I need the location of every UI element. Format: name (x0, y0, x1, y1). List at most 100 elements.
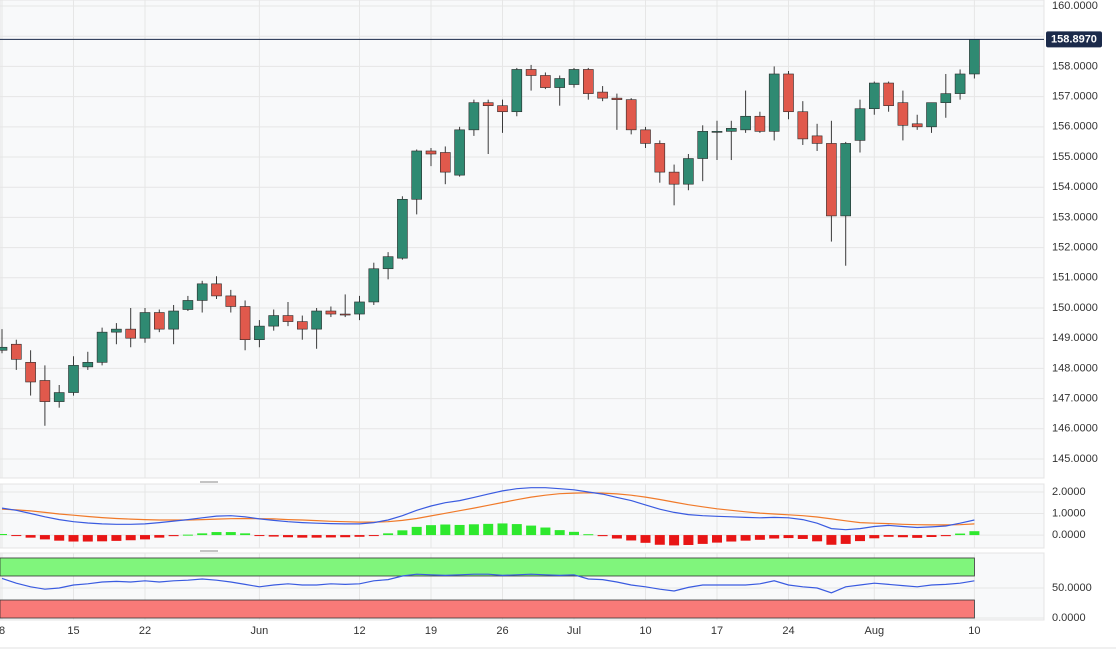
histogram-bar (897, 535, 908, 538)
y-tick-label: 154.0000 (1052, 181, 1098, 193)
histogram-bar (54, 535, 65, 541)
y-tick-label: 152.0000 (1052, 242, 1098, 254)
candle-body (840, 143, 852, 217)
candle-body (768, 73, 780, 132)
candle-body (683, 158, 694, 185)
y-tick-label: 150.0000 (1052, 302, 1098, 314)
x-tick-label: 26 (496, 625, 508, 637)
y-tick-label: 1.0000 (1052, 507, 1086, 519)
last-price-tag (1046, 31, 1102, 48)
x-tick-label: Aug (865, 625, 885, 637)
histogram-bar (583, 534, 594, 536)
candle-body (725, 128, 737, 132)
candle-body (540, 75, 551, 88)
y-tick-label: 0.0000 (1052, 612, 1086, 624)
x-tick-label: 19 (425, 625, 437, 637)
candle-body (597, 91, 608, 99)
candle-body (926, 102, 937, 128)
histogram-bar (225, 532, 236, 536)
histogram-bar (140, 535, 150, 540)
histogram-bar (211, 532, 222, 536)
candle-body (368, 268, 380, 303)
candle-body (582, 69, 594, 94)
histogram-bar (168, 535, 179, 537)
candle-body (897, 102, 909, 126)
histogram-bar (311, 535, 322, 538)
candle-body (711, 131, 723, 133)
candle-body (182, 300, 194, 310)
histogram-bar (726, 535, 737, 542)
candle-body (0, 346, 8, 351)
panel-background (0, 483, 1045, 549)
candle-body (854, 108, 866, 141)
candle-body (325, 310, 337, 315)
histogram-bar (540, 527, 551, 536)
candle-body (25, 362, 36, 383)
candle-body (68, 365, 79, 393)
candle-body (53, 392, 65, 402)
candle-body (454, 129, 465, 176)
candle-body (969, 39, 980, 75)
candle-body (196, 283, 208, 301)
histogram-bar (526, 525, 537, 536)
candle-body (883, 82, 894, 106)
rsi-band (0, 599, 975, 619)
candle-body (96, 331, 108, 363)
candle-body (382, 256, 394, 270)
histogram-bar (754, 535, 765, 540)
histogram-bar (426, 525, 436, 536)
histogram-bar (368, 535, 379, 537)
rsi-band (0, 557, 975, 577)
candle-body (282, 315, 294, 322)
histogram-bar (254, 535, 265, 537)
candle-body (568, 69, 580, 85)
histogram-bar (397, 530, 408, 536)
histogram-bar (340, 535, 351, 538)
histogram-bar (654, 535, 665, 545)
histogram-bar (268, 535, 279, 537)
candle-body (154, 312, 165, 330)
x-tick-label: Jul (567, 625, 581, 637)
histogram-bar (82, 535, 93, 542)
y-tick-label: 0.0000 (1052, 529, 1086, 541)
candle-body (625, 99, 637, 131)
candle-body (797, 111, 809, 140)
candle-body (811, 135, 823, 144)
histogram-bar (869, 535, 880, 539)
histogram-bar (840, 535, 851, 544)
x-tick-label: 24 (782, 625, 794, 637)
candle-body (168, 310, 179, 330)
y-tick-label: 153.0000 (1052, 211, 1098, 223)
histogram-bar (812, 535, 823, 542)
histogram-bar (182, 534, 193, 536)
candle-body (311, 310, 322, 330)
candle-body (940, 93, 952, 103)
candle-body (268, 315, 280, 327)
histogram-bar (39, 535, 50, 540)
candle-body (339, 313, 351, 316)
histogram-bar (125, 535, 136, 541)
x-tick-label: Jun (251, 625, 269, 637)
candle-body (354, 301, 365, 315)
histogram-bar (354, 535, 365, 537)
candle-body (39, 380, 51, 402)
histogram-bar (97, 535, 108, 542)
candle-body (697, 131, 709, 159)
candle-body (511, 69, 523, 113)
histogram-bar (240, 533, 251, 536)
candle-body (111, 328, 122, 333)
y-tick-label: 148.0000 (1052, 362, 1098, 374)
histogram-bar (769, 535, 780, 539)
candle-body (654, 143, 666, 173)
histogram-bar (297, 535, 308, 538)
histogram-bar (797, 535, 808, 539)
histogram-bar (969, 531, 980, 536)
candle-body (254, 325, 265, 341)
histogram-bar (626, 535, 637, 541)
y-tick-label: 147.0000 (1052, 392, 1098, 404)
candle-body (740, 115, 751, 131)
last-price-label: 158.8970 (1051, 33, 1097, 45)
y-tick-label: 158.0000 (1052, 60, 1098, 72)
candle-body (554, 78, 566, 88)
